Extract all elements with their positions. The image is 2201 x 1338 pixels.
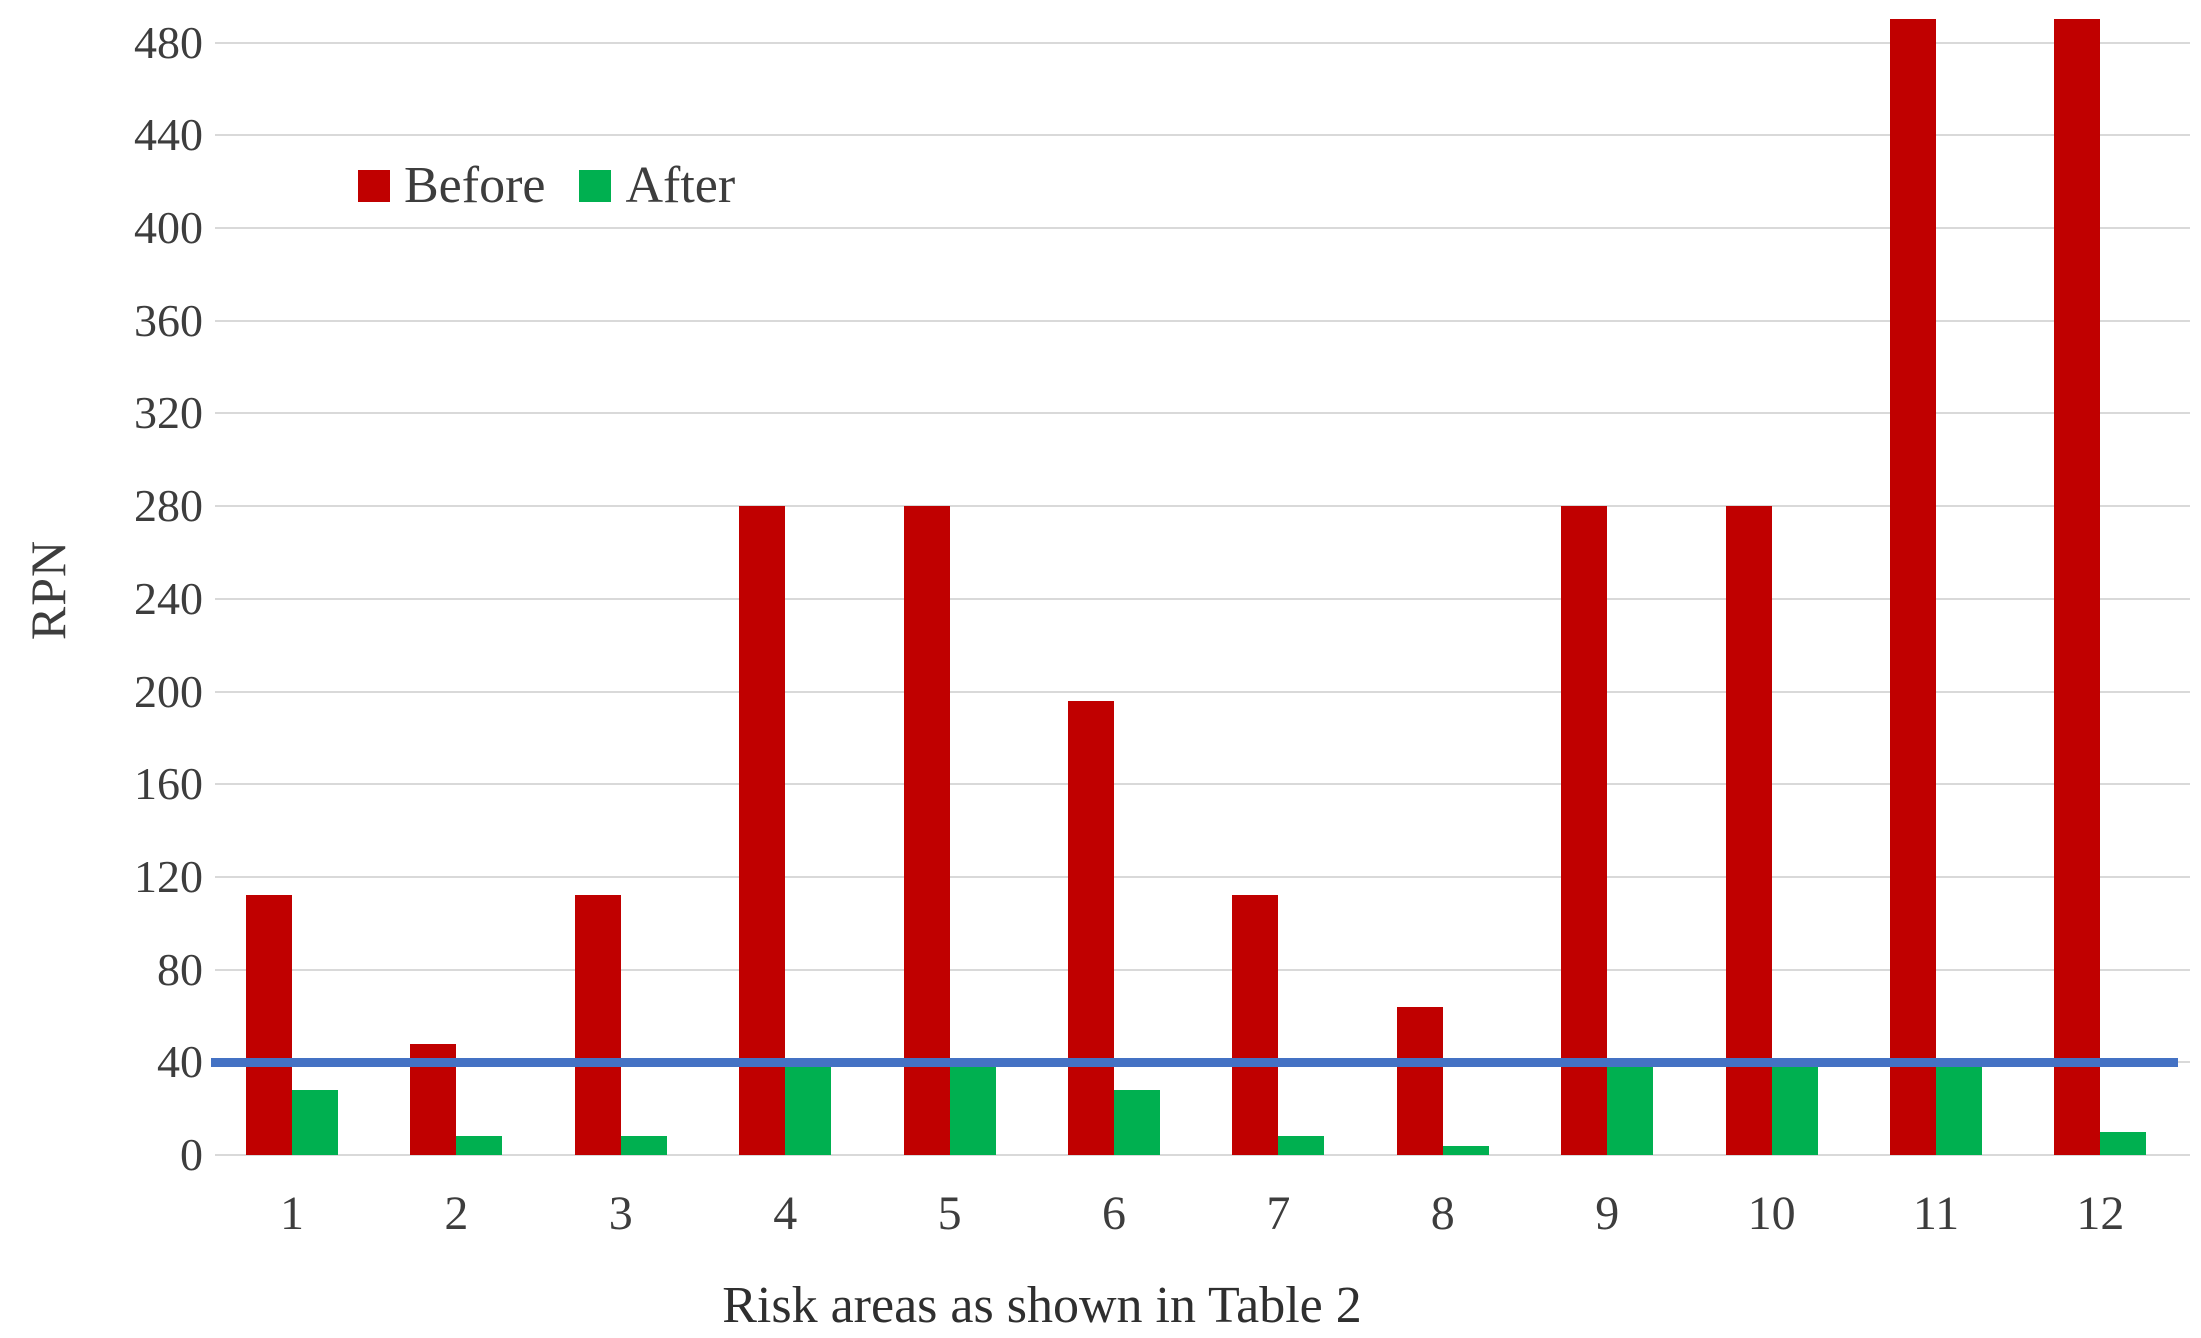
bar-before-9 (1561, 506, 1608, 1155)
gridline-160 (215, 783, 2190, 786)
legend: Before After (358, 160, 735, 212)
bar-before-6 (1068, 700, 1114, 1155)
x-tick-label-4: 4 (773, 1187, 798, 1240)
x-tick-label-10: 10 (1747, 1187, 1796, 1240)
gridline-440 (215, 134, 2190, 137)
legend-label-before: Before (404, 157, 546, 214)
x-tick-label-5: 5 (937, 1187, 962, 1240)
y-tick-label-240: 240 (134, 572, 203, 624)
x-tick-label-3: 3 (608, 1187, 633, 1240)
gridline-0 (215, 1154, 2190, 1156)
y-tick-label-80: 80 (157, 943, 203, 995)
bar-after-1 (292, 1090, 338, 1155)
bar-before-7 (1232, 895, 1279, 1155)
x-tick-label-11: 11 (1912, 1187, 1960, 1240)
bar-after-10 (1771, 1066, 1818, 1155)
bar-after-5 (949, 1066, 996, 1155)
bar-before-5 (903, 506, 950, 1155)
y-tick-label-280: 280 (134, 480, 203, 532)
legend-label-after: After (625, 157, 736, 214)
x-tick-label-7: 7 (1266, 1187, 1291, 1240)
y-tick-label-160: 160 (134, 758, 203, 810)
legend-item-before: Before (358, 160, 545, 212)
bar-after-6 (1114, 1090, 1160, 1155)
bar-after-8 (1442, 1145, 1489, 1155)
legend-swatch-before (358, 170, 390, 202)
bar-after-11 (1936, 1066, 1982, 1155)
bar-after-3 (620, 1136, 667, 1155)
x-tick-label-8: 8 (1430, 1187, 1455, 1240)
gridline-120 (215, 875, 2190, 878)
bar-before-3 (574, 895, 621, 1155)
bar-before-11 (1890, 19, 1936, 1155)
bar-before-12 (2054, 19, 2101, 1155)
gridline-400 (215, 227, 2190, 229)
y-tick-label-0: 0 (180, 1129, 203, 1180)
gridline-320 (215, 412, 2190, 415)
bar-before-1 (246, 895, 292, 1155)
y-tick-label-480: 480 (134, 16, 203, 68)
y-tick-label-440: 440 (134, 109, 203, 161)
bar-before-8 (1396, 1006, 1443, 1155)
threshold-line (211, 1057, 2178, 1067)
y-tick-label-40: 40 (157, 1036, 203, 1088)
gridline-480 (215, 41, 2190, 44)
x-axis-title: Risk areas as shown in Table 2 (722, 1277, 1362, 1334)
bar-after-7 (1278, 1136, 1325, 1155)
bar-after-9 (1607, 1066, 1654, 1155)
bar-before-10 (1725, 506, 1772, 1155)
x-tick-label-6: 6 (1102, 1187, 1126, 1240)
gridline-280 (215, 505, 2190, 508)
y-tick-label-360: 360 (134, 294, 203, 346)
y-tick-label-200: 200 (134, 665, 203, 717)
y-tick-label-320: 320 (134, 387, 203, 439)
bar-after-4 (785, 1066, 832, 1155)
bar-after-2 (456, 1136, 503, 1155)
gridline-200 (215, 690, 2190, 693)
x-tick-label-2: 2 (444, 1187, 469, 1240)
bar-before-4 (739, 506, 786, 1155)
x-tick-label-9: 9 (1595, 1187, 1620, 1240)
bar-after-12 (2100, 1131, 2147, 1155)
legend-item-after: After (579, 160, 735, 212)
legend-swatch-after (579, 170, 612, 202)
x-tick-label-12: 12 (2076, 1187, 2125, 1240)
gridline-240 (215, 597, 2190, 600)
x-tick-label-1: 1 (280, 1187, 304, 1240)
gridline-80 (215, 968, 2190, 971)
y-tick-label-400: 400 (134, 202, 203, 253)
gridline-360 (215, 319, 2190, 322)
y-tick-label-120: 120 (134, 850, 203, 902)
